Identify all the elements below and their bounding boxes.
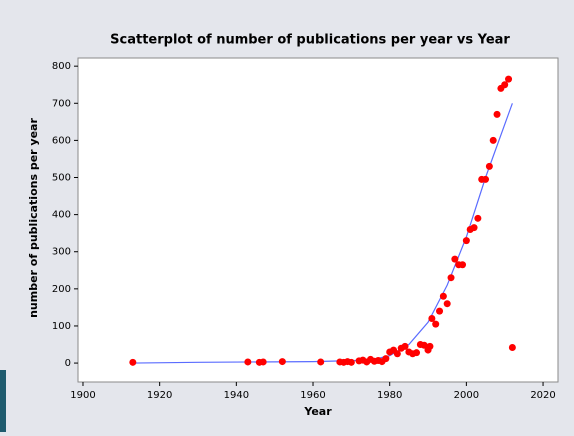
y-tick-label: 100	[52, 321, 71, 332]
y-tick-label: 800	[52, 61, 71, 72]
point	[259, 358, 267, 366]
point	[317, 358, 325, 366]
point	[501, 81, 509, 89]
point	[493, 110, 501, 118]
point	[278, 358, 286, 366]
y-tick-label: 0	[65, 358, 71, 369]
point	[443, 300, 451, 308]
point	[347, 358, 355, 366]
x-tick-label: 1920	[147, 390, 172, 401]
point	[451, 255, 459, 263]
point	[420, 341, 428, 349]
fit-line	[132, 103, 513, 364]
point	[447, 274, 455, 282]
y-axis-label: number of publications per year	[27, 118, 40, 318]
point	[439, 292, 447, 300]
x-tick-label: 1900	[70, 390, 95, 401]
point	[382, 355, 390, 363]
point	[485, 162, 493, 170]
point	[470, 224, 478, 232]
window-edge	[0, 370, 6, 432]
chart-title: Scatterplot of number of publications pe…	[110, 33, 510, 48]
y-tick-label: 700	[52, 98, 71, 109]
x-tick-label: 1980	[377, 390, 402, 401]
x-axis-label: Year	[303, 405, 332, 418]
point	[505, 75, 513, 83]
x-tick-label: 2000	[454, 390, 479, 401]
point	[482, 175, 490, 183]
plot-area	[77, 57, 559, 383]
y-tick-label: 300	[52, 247, 71, 258]
point	[432, 320, 440, 328]
point	[474, 214, 482, 222]
y-tick-label: 200	[52, 284, 71, 295]
point	[508, 343, 516, 351]
point	[129, 358, 137, 366]
point	[401, 342, 409, 350]
point	[413, 349, 421, 357]
point	[428, 315, 436, 323]
point	[489, 136, 497, 144]
y-tick-label: 500	[52, 173, 71, 184]
y-tick-label: 600	[52, 135, 71, 146]
point	[426, 342, 434, 350]
point	[459, 261, 467, 269]
y-tick-label: 400	[52, 210, 71, 221]
x-tick-label: 1960	[300, 390, 325, 401]
x-tick-label: 2020	[530, 390, 555, 401]
point	[436, 307, 444, 315]
point	[393, 350, 401, 358]
point	[462, 237, 470, 245]
x-tick-label: 1940	[224, 390, 249, 401]
point	[244, 358, 252, 366]
